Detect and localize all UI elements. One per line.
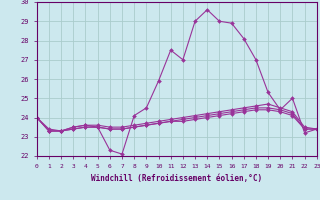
X-axis label: Windchill (Refroidissement éolien,°C): Windchill (Refroidissement éolien,°C)	[91, 174, 262, 183]
